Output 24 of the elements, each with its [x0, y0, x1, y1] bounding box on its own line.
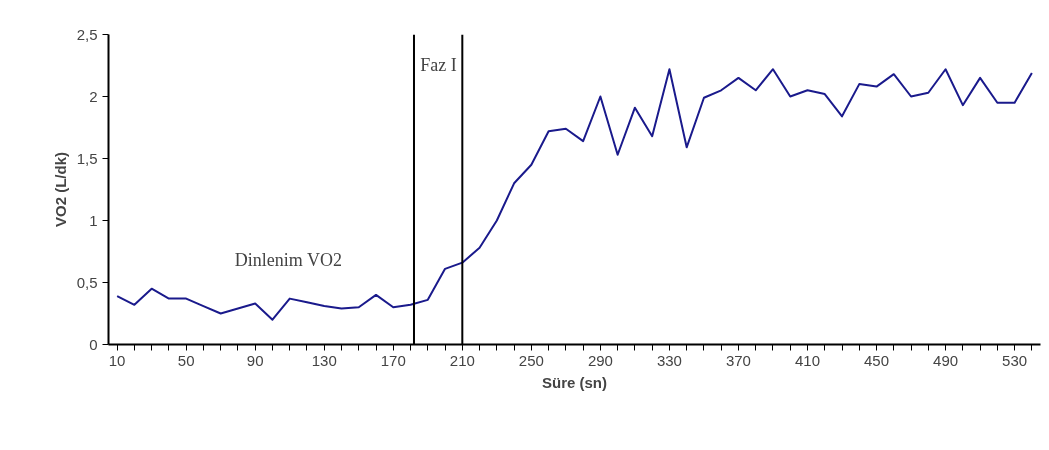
- x-tick-label: 370: [725, 351, 751, 369]
- x-tick-label: 10: [108, 351, 126, 369]
- x-tick-label: 250: [518, 351, 544, 369]
- x-tick-label: 410: [794, 351, 821, 369]
- x-tick-label: 130: [311, 351, 337, 369]
- annotation: Dinlenim VO2: [234, 249, 342, 270]
- x-tick-label: 330: [656, 351, 682, 369]
- x-tick-label: 170: [380, 351, 406, 369]
- y-tick-label: 0,5: [76, 273, 98, 291]
- x-tick-label: 290: [587, 351, 613, 369]
- x-axis-title: Süre (sn): [542, 373, 608, 391]
- x-tick-label: 50: [177, 351, 195, 369]
- x-tick-label: 210: [449, 351, 475, 369]
- x-tick-label: 530: [1002, 351, 1028, 369]
- y-tick-label: 2,5: [76, 25, 98, 43]
- y-axis-title: VO2 (L/dk): [51, 151, 69, 227]
- y-tick-label: 2: [89, 87, 98, 105]
- x-tick-label: 490: [933, 351, 959, 369]
- y-tick-label: 1,5: [76, 149, 98, 167]
- x-tick-label: 90: [246, 351, 264, 369]
- annotation: Faz I: [420, 54, 457, 75]
- y-tick-label: 0: [89, 335, 98, 353]
- y-tick-label: 1: [89, 211, 98, 229]
- x-tick-label: 450: [864, 351, 890, 369]
